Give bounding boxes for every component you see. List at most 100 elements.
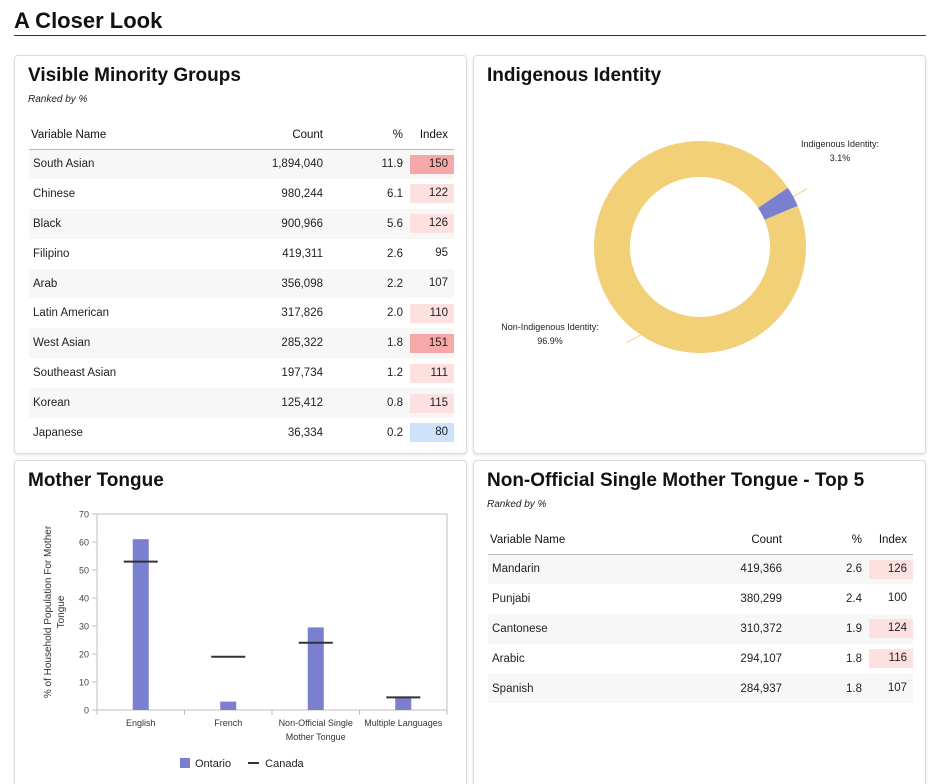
column-header-variable-name[interactable]: Variable Name <box>488 526 668 555</box>
indigenous-donut-chart: Indigenous Identity: 3.1% Non-Indigenous I… <box>501 139 879 353</box>
bar-ontario-2[interactable] <box>307 627 324 710</box>
plot-area-frame <box>96 513 448 711</box>
visible-minority-subtitle: Ranked by % <box>28 94 88 105</box>
index-badge: 150 <box>410 154 454 174</box>
cell-count: 380,299 <box>740 592 782 605</box>
cell-count: 980,244 <box>281 187 323 200</box>
cell-index: 126 <box>868 554 913 584</box>
column-header-count[interactable]: Count <box>668 526 788 555</box>
cell-percent: 1.8 <box>329 328 409 359</box>
cell-variable-name: West Asian <box>29 328 209 359</box>
legend-swatch-canada <box>248 762 260 764</box>
donut-label-indigenous-name: Indigenous Identity: <box>801 139 879 149</box>
cell-percent: 6.1 <box>387 187 403 200</box>
bar-ontario-1[interactable] <box>220 701 237 710</box>
index-badge: 122 <box>410 184 454 204</box>
cell-index: 151 <box>409 328 454 359</box>
index-badge: 95 <box>435 247 448 260</box>
column-header-variable-name[interactable]: Variable Name <box>29 121 209 150</box>
cell-variable-name: Filipino <box>33 247 70 260</box>
cell-percent: 2.2 <box>329 268 409 299</box>
table-row: Mandarin 419,366 2.6 126 <box>488 554 913 584</box>
cell-count: 294,107 <box>740 652 782 665</box>
cell-index: 95 <box>409 239 454 269</box>
non-official-card: Non-Official Single Mother Tongue - Top … <box>473 460 926 784</box>
legend-swatch-ontario <box>180 758 190 768</box>
cell-variable-name: South Asian <box>29 149 209 179</box>
cell-percent: 2.4 <box>846 592 862 605</box>
y-tick-label: 60 <box>79 538 89 548</box>
index-badge: 110 <box>410 303 454 323</box>
x-category-label: Multiple Languages <box>364 718 443 728</box>
cell-variable-name: Arab <box>29 268 209 299</box>
column-header-percent[interactable]: % <box>329 121 409 150</box>
cell-count: 317,826 <box>281 307 323 320</box>
cell-variable-name: Mandarin <box>488 554 668 584</box>
column-header-index[interactable]: Index <box>409 121 454 150</box>
donut-slice-indigenous[interactable] <box>757 187 798 221</box>
bar-ontario-3[interactable] <box>395 697 412 710</box>
label-connector-indigenous <box>792 188 808 197</box>
table-row: Arab 356,098 2.2 107 <box>29 268 454 299</box>
legend-label-ontario: Ontario <box>195 758 232 770</box>
table-row: Arabic 294,107 1.8 116 <box>488 644 913 674</box>
table-row: Chinese 980,244 6.1 122 <box>29 179 454 209</box>
cell-percent: 1.8 <box>846 652 862 665</box>
cell-percent: 1.8 <box>788 673 868 704</box>
legend-label-canada: Canada <box>265 758 304 770</box>
column-header-index[interactable]: Index <box>868 526 913 555</box>
cell-percent: 2.6 <box>387 247 403 260</box>
table-row: Southeast Asian 197,734 1.2 111 <box>29 358 454 388</box>
column-header-count[interactable]: Count <box>209 121 329 150</box>
y-tick-label: 40 <box>79 594 89 604</box>
mother-tongue-bar-chart: 0 10 20 30 40 50 60 70 % of Household Population… <box>43 510 448 742</box>
cell-index: 150 <box>409 149 454 179</box>
index-badge: 116 <box>869 649 913 669</box>
cell-index: 107 <box>409 268 454 299</box>
table-row: Spanish 284,937 1.8 107 <box>488 673 913 704</box>
legend-item-ontario[interactable]: Ontario <box>180 758 231 770</box>
index-badge: 100 <box>887 592 907 605</box>
cell-index: 124 <box>868 613 913 644</box>
donut-label-non-indigenous-value: 96.9% <box>537 336 563 346</box>
cell-index: 80 <box>409 418 454 448</box>
cell-percent: 0.2 <box>387 426 403 439</box>
x-category-label: French <box>214 718 242 728</box>
table-header-row: Variable Name Count % Index <box>488 526 913 555</box>
cell-percent: 1.2 <box>387 367 403 380</box>
cell-percent: 1.9 <box>788 613 868 644</box>
bar-ontario-0[interactable] <box>132 539 149 710</box>
chart-legend: Ontario Canada <box>180 758 304 770</box>
index-badge: 107 <box>428 277 448 289</box>
donut-slice-non-indigenous[interactable] <box>594 141 806 353</box>
table-row: Black 900,966 5.6 126 <box>29 208 454 239</box>
non-official-subtitle: Ranked by % <box>487 499 547 510</box>
mother-tongue-card: Mother Tongue 0 10 20 30 40 50 60 70 % of Househ… <box>14 460 467 784</box>
indigenous-title: Indigenous Identity <box>487 65 662 86</box>
cell-variable-name: Japanese <box>33 426 83 439</box>
y-tick-label: 50 <box>79 566 89 576</box>
cell-index: 107 <box>868 673 913 704</box>
cell-variable-name: Chinese <box>33 187 76 200</box>
cell-percent: 2.0 <box>387 307 403 320</box>
cell-index: 126 <box>409 208 454 239</box>
cell-index: 116 <box>868 644 913 674</box>
cell-index: 111 <box>409 358 454 388</box>
cell-count: 284,937 <box>668 673 788 704</box>
cell-count: 125,412 <box>209 388 329 419</box>
column-header-percent[interactable]: % <box>788 526 868 555</box>
visible-minority-table: Variable Name Count % Index South Asian 1… <box>29 121 454 448</box>
y-axis-title: Tongue <box>56 595 67 628</box>
visible-minority-title: Visible Minority Groups <box>28 65 241 86</box>
legend-item-canada[interactable]: Canada <box>248 758 304 770</box>
cell-count: 285,322 <box>209 328 329 359</box>
cell-index: 122 <box>409 179 454 209</box>
cell-variable-name: Cantonese <box>488 613 668 644</box>
index-badge: 80 <box>410 423 454 443</box>
table-row: Punjabi 380,299 2.4 100 <box>488 584 913 614</box>
cell-index: 100 <box>868 584 913 614</box>
table-header-row: Variable Name Count % Index <box>29 121 454 150</box>
y-tick-label: 0 <box>84 706 89 716</box>
table-row: Korean 125,412 0.8 115 <box>29 388 454 419</box>
y-tick-label: 30 <box>79 622 89 632</box>
